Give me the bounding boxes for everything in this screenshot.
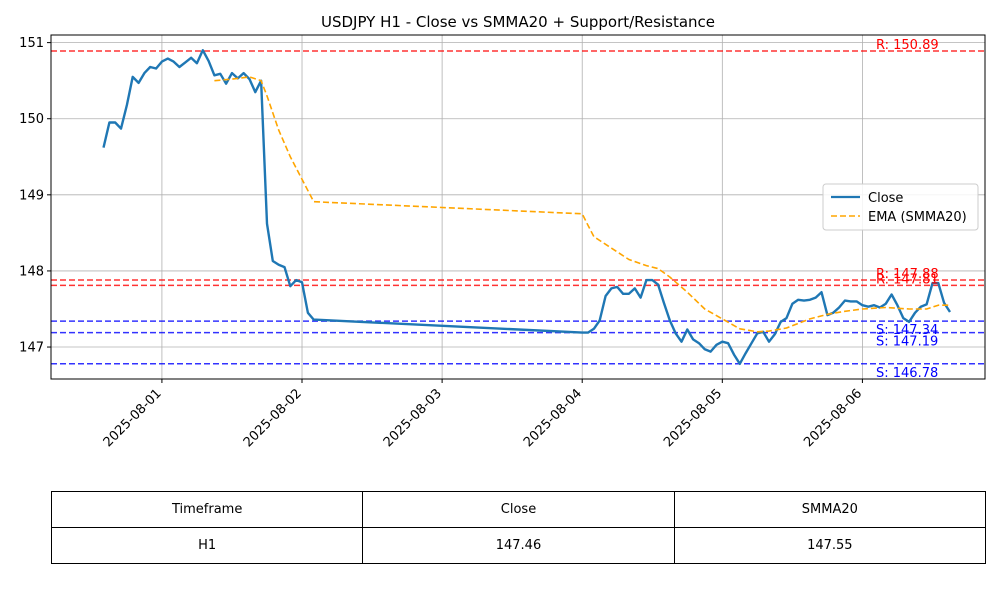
support-level-label: S: 146.78 [876,366,938,381]
x-tick-label: 2025-08-02 [241,386,305,450]
x-tick-label: 2025-08-04 [521,386,585,450]
x-tick-label: 2025-08-06 [801,386,865,450]
chart-figure: USDJPY H1 - Close vs SMMA20 + Support/Re… [19,13,986,450]
resistance-level-label: R: 147.81 [876,272,939,287]
smma20-line [214,76,950,333]
table-cell-close: 147.46 [362,527,675,564]
legend-box [822,183,979,231]
table-cell-timeframe: H1 [50,527,364,564]
y-tick-label: 150 [19,112,44,127]
legend-label-smma20: EMA (SMMA20) [868,210,967,225]
support-level-label: S: 147.19 [876,335,938,350]
table-cell-smma20: 147.55 [673,527,987,564]
resistance-level-label: R: 150.89 [876,38,939,53]
y-tick-label: 149 [19,188,44,203]
table-header-close: Close [362,491,675,528]
x-tick-label: 2025-08-03 [381,386,445,450]
y-tick-label: 147 [19,341,44,356]
table-header-smma20: SMMA20 [673,491,987,528]
table-header-row: Timeframe Close SMMA20 [50,491,987,528]
resistance-level-label: R: 147.88 [876,267,939,282]
y-tick-label: 148 [19,264,44,279]
x-tick-label: 2025-08-01 [101,386,165,450]
y-axis: 147 148 149 150 151 [19,36,51,356]
legend-label-close: Close [868,191,903,206]
x-tick-label: 2025-08-05 [661,386,725,450]
support-level-label: S: 147.34 [876,323,938,338]
table-row: H1 147.46 147.55 [50,527,987,564]
chart-title: USDJPY H1 - Close vs SMMA20 + Support/Re… [321,13,715,31]
legend: Close EMA (SMMA20) [822,183,979,231]
level-labels: R: 150.89R: 147.88R: 147.81S: 147.34S: 1… [876,38,939,381]
support-resistance-levels [51,50,985,365]
close-line [102,49,952,365]
y-tick-label: 151 [19,36,44,51]
plot-area-frame [50,34,986,380]
x-axis: 2025-08-01 2025-08-02 2025-08-03 2025-08-04… [101,379,865,450]
table-header-timeframe: Timeframe [50,491,364,528]
series-layer [102,49,952,365]
summary-table: Timeframe Close SMMA20 H1 147.46 147.55 [50,491,987,564]
